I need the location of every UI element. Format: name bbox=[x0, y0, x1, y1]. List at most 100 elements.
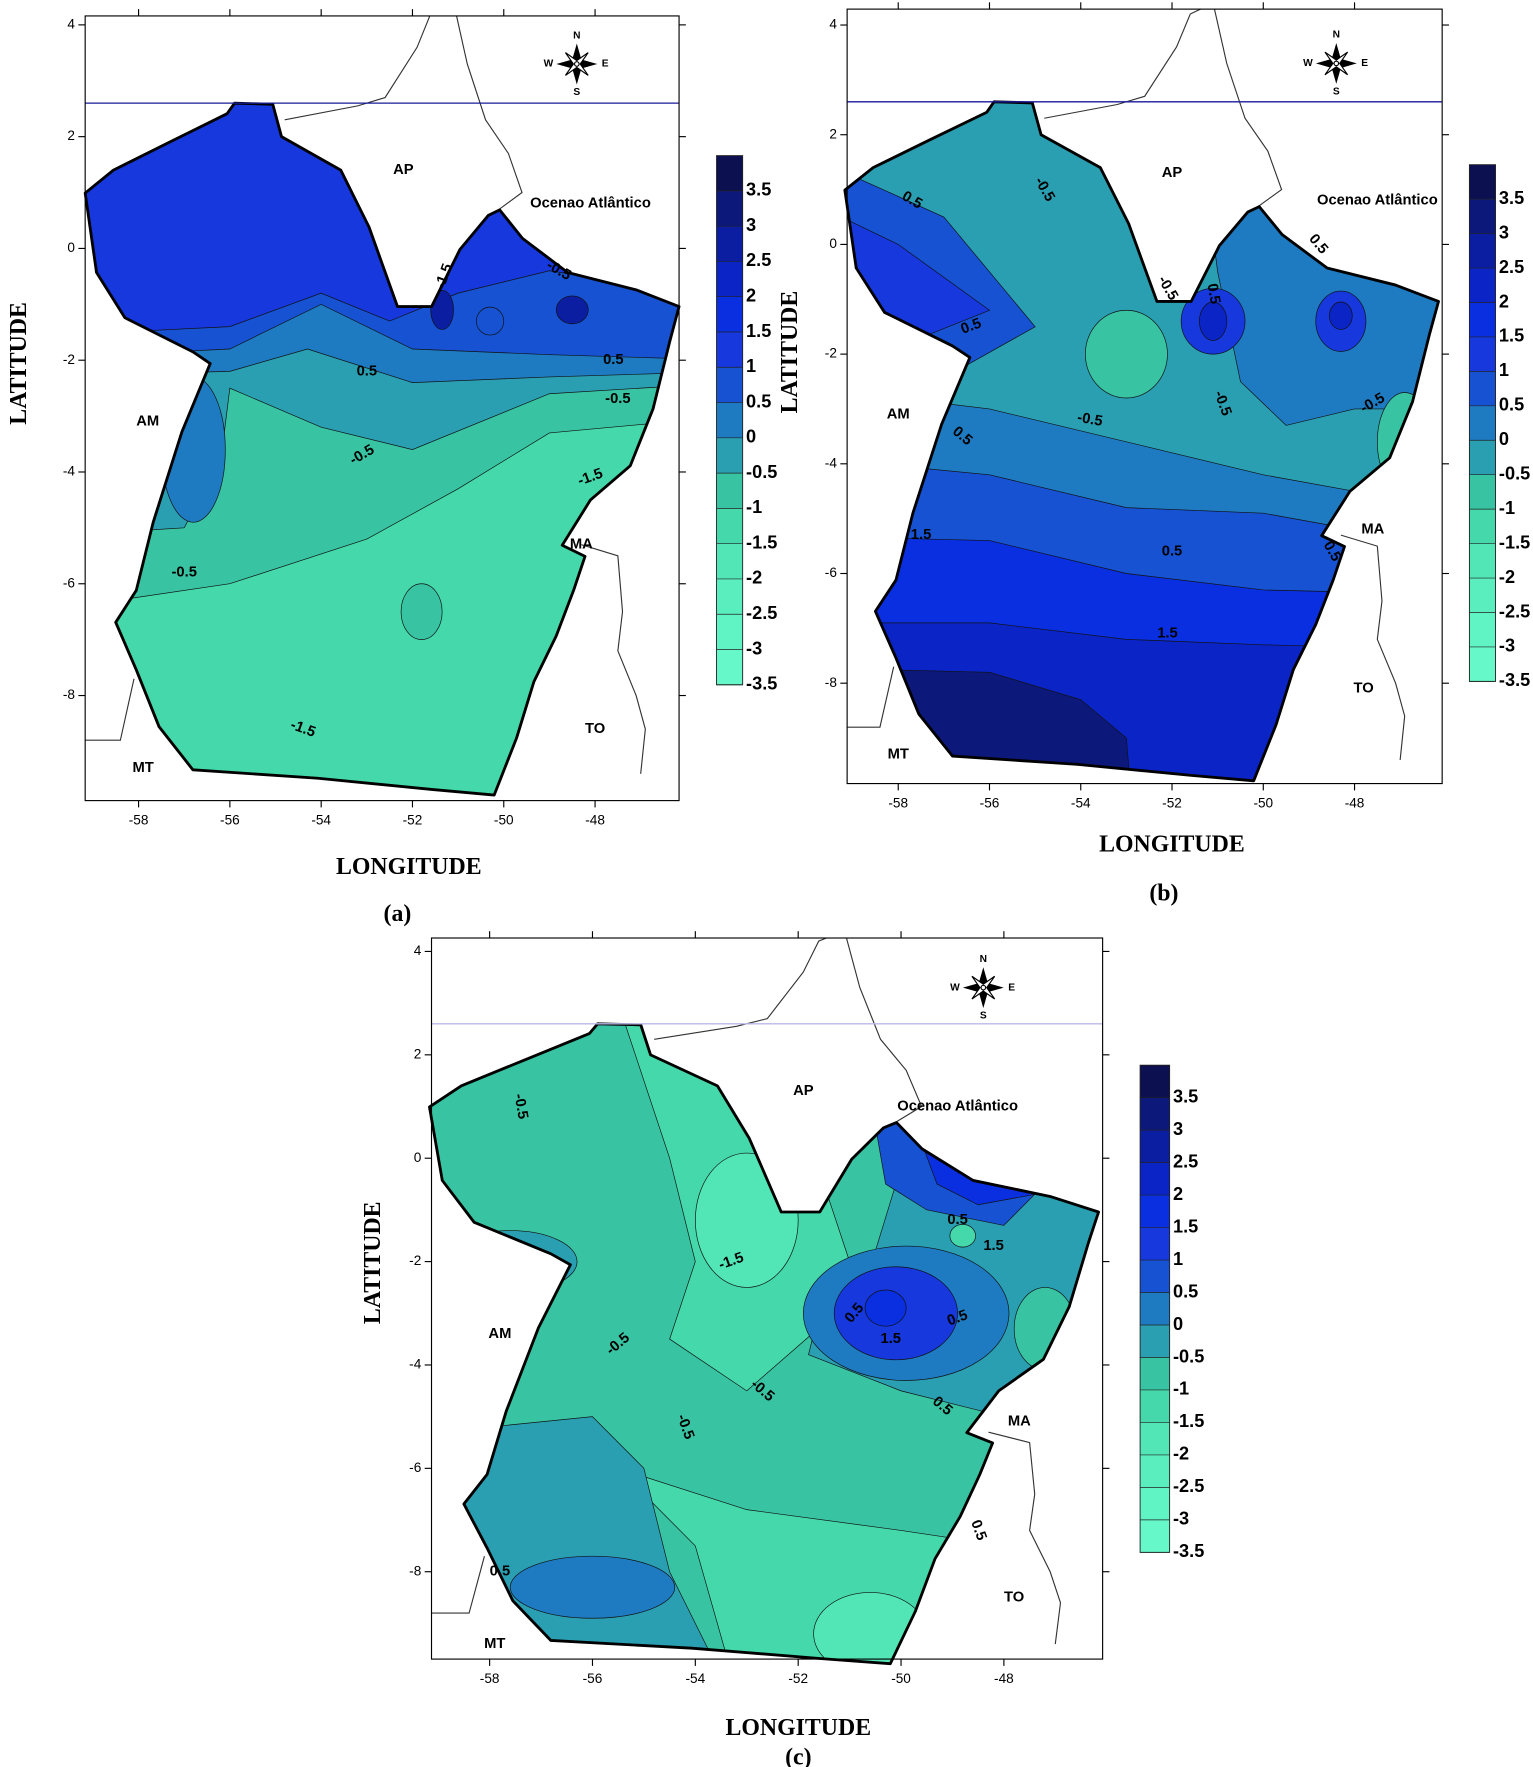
colorbar-tick-label: 2 bbox=[746, 286, 756, 306]
state-borders bbox=[847, 9, 1406, 761]
colorbar-tick-label: -3 bbox=[1499, 636, 1515, 656]
state-border bbox=[85, 678, 135, 741]
state-border bbox=[431, 1556, 485, 1614]
contour-band bbox=[555, 295, 589, 325]
x-axis-title: LONGITUDE bbox=[725, 1715, 871, 1741]
colorbar-swatch bbox=[1140, 1130, 1170, 1164]
y-tick-label: -4 bbox=[825, 455, 838, 470]
region-label: MA bbox=[1008, 1414, 1031, 1430]
plot-frame bbox=[430, 937, 1104, 1660]
compass-center bbox=[980, 984, 987, 991]
colorbar-swatch bbox=[1140, 1454, 1170, 1488]
colorbar-tick-label: -1 bbox=[746, 497, 762, 517]
colorbar-swatch bbox=[1469, 646, 1496, 682]
colorbar-tick-label: -2 bbox=[746, 568, 762, 588]
contour-label: 0.5 bbox=[967, 1518, 989, 1543]
contour-label: -0.5 bbox=[1076, 410, 1104, 430]
map-panel: -58 -56 -54 -52 -50 -48 4 2 0 -2 -4 -6 -8 LONGITUDE LA… bbox=[6, 9, 777, 927]
compass-letter: N bbox=[573, 30, 580, 41]
colorbar-swatch bbox=[716, 437, 743, 474]
state-outline bbox=[428, 1022, 1100, 1666]
colorbar-tick-label: 0 bbox=[1173, 1314, 1183, 1334]
compass-letter: E bbox=[1008, 982, 1015, 993]
panel-label: (c) bbox=[785, 1744, 811, 1767]
x-tick-label: -54 bbox=[685, 1671, 705, 1686]
colorbar-tick-label: 1.5 bbox=[746, 321, 771, 341]
x-tick-label: -52 bbox=[1162, 796, 1182, 811]
panel-label: (b) bbox=[1149, 880, 1178, 906]
compass-letter: N bbox=[1333, 30, 1340, 41]
colorbar-swatch bbox=[1140, 1097, 1170, 1131]
compass-rose: N S W E bbox=[544, 30, 609, 98]
colorbar-swatch bbox=[1469, 578, 1496, 614]
colorbar-tick-label: 0.5 bbox=[1499, 395, 1524, 415]
contour-label: 0.5 bbox=[1204, 282, 1223, 305]
compass-letter: W bbox=[1303, 58, 1313, 69]
compass-letter: S bbox=[1333, 87, 1340, 98]
colorbar-tick-label: -2.5 bbox=[746, 603, 777, 623]
colorbar-tick-label: 0 bbox=[746, 427, 756, 447]
colorbar-swatch bbox=[716, 367, 743, 404]
region-label: AP bbox=[793, 1083, 814, 1099]
colorbar-tick-label: 1.5 bbox=[1173, 1216, 1198, 1236]
colorbar-swatch bbox=[1140, 1357, 1170, 1391]
colorbar-swatch bbox=[1140, 1065, 1170, 1099]
colorbar-swatch bbox=[716, 402, 743, 439]
contour-label: 1.5 bbox=[1157, 626, 1178, 642]
compass-letter: N bbox=[980, 954, 987, 965]
compass-letter: W bbox=[950, 982, 960, 993]
y-tick-label: -4 bbox=[409, 1357, 422, 1372]
state-outline bbox=[843, 100, 1440, 783]
compass-letter: S bbox=[980, 1011, 987, 1022]
x-tick-label: -50 bbox=[1253, 796, 1273, 811]
colorbar-swatch bbox=[1140, 1389, 1170, 1424]
y-tick-label: -2 bbox=[409, 1253, 421, 1268]
colorbar-tick-label: 2.5 bbox=[1173, 1151, 1198, 1171]
colorbar-swatch bbox=[716, 226, 743, 263]
region-label: AM bbox=[887, 406, 910, 422]
colorbar-swatch bbox=[1140, 1325, 1170, 1359]
contour-label: -0.5 bbox=[172, 564, 197, 580]
colorbar-swatch bbox=[1140, 1227, 1170, 1261]
colorbar-swatch bbox=[1140, 1487, 1170, 1521]
compass-rose: N S W E bbox=[1303, 30, 1368, 98]
colorbar-tick-label: -3.5 bbox=[1173, 1541, 1204, 1561]
y-axis-title: LATITUDE bbox=[777, 291, 803, 414]
state-border bbox=[284, 15, 523, 210]
y-tick-label: 4 bbox=[414, 943, 422, 958]
contour-label: 0.5 bbox=[959, 316, 984, 338]
x-tick-label: -52 bbox=[403, 813, 423, 828]
colorbar-swatch bbox=[1469, 164, 1496, 200]
region-label: AP bbox=[393, 162, 414, 178]
contour-band bbox=[949, 1224, 976, 1248]
colorbar-tick-label: -3.5 bbox=[1499, 670, 1530, 690]
colorbar-swatch bbox=[1140, 1519, 1170, 1553]
contour-band bbox=[1329, 301, 1353, 330]
colorbar-swatch bbox=[716, 296, 743, 333]
colorbar-tick-label: 1.5 bbox=[1499, 326, 1524, 346]
colorbar-swatch bbox=[1140, 1422, 1170, 1456]
region-label: Ocenao Atlântico bbox=[1317, 192, 1438, 208]
y-tick-label: 2 bbox=[829, 126, 837, 141]
colorbar-swatch bbox=[1140, 1260, 1170, 1294]
state-outline bbox=[83, 101, 681, 797]
colorbar-tick-label: 3 bbox=[746, 215, 756, 235]
contour-band bbox=[1084, 309, 1168, 399]
colorbar-tick-label: -3 bbox=[1173, 1509, 1189, 1529]
panel-label: (a) bbox=[384, 901, 412, 927]
contour-label: -0.5 bbox=[605, 391, 630, 407]
y-tick-label: -6 bbox=[409, 1460, 421, 1475]
colorbar-tick-label: -3.5 bbox=[746, 674, 777, 694]
colorbar-tick-label: 1 bbox=[746, 356, 756, 376]
colorbar-swatch bbox=[716, 578, 743, 615]
x-tick-label: -56 bbox=[220, 813, 240, 828]
colorbar-tick-label: -2 bbox=[1499, 567, 1515, 587]
colorbar-swatch bbox=[716, 190, 743, 227]
colorbar-swatch bbox=[716, 543, 743, 580]
plot-frame bbox=[846, 8, 1443, 785]
colorbar-swatch bbox=[1469, 336, 1496, 372]
contour-label: 0.5 bbox=[603, 352, 624, 368]
region-label: AP bbox=[1162, 165, 1183, 181]
x-tick-label: -58 bbox=[129, 813, 149, 828]
region-label: Ocenao Atlântico bbox=[897, 1098, 1018, 1114]
